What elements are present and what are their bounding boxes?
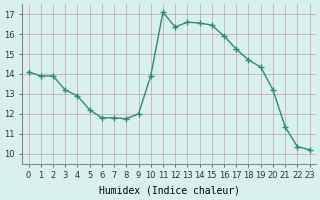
X-axis label: Humidex (Indice chaleur): Humidex (Indice chaleur) — [99, 186, 240, 196]
